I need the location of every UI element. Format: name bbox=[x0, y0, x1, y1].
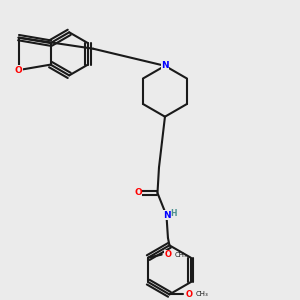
Text: O: O bbox=[134, 188, 142, 197]
Text: N: N bbox=[163, 211, 170, 220]
Text: CH₃: CH₃ bbox=[175, 252, 188, 258]
Text: O: O bbox=[15, 66, 22, 75]
Text: H: H bbox=[170, 209, 176, 218]
Text: CH₃: CH₃ bbox=[196, 291, 209, 297]
Text: O: O bbox=[185, 290, 192, 299]
Text: O: O bbox=[164, 250, 171, 259]
Text: N: N bbox=[161, 61, 169, 70]
